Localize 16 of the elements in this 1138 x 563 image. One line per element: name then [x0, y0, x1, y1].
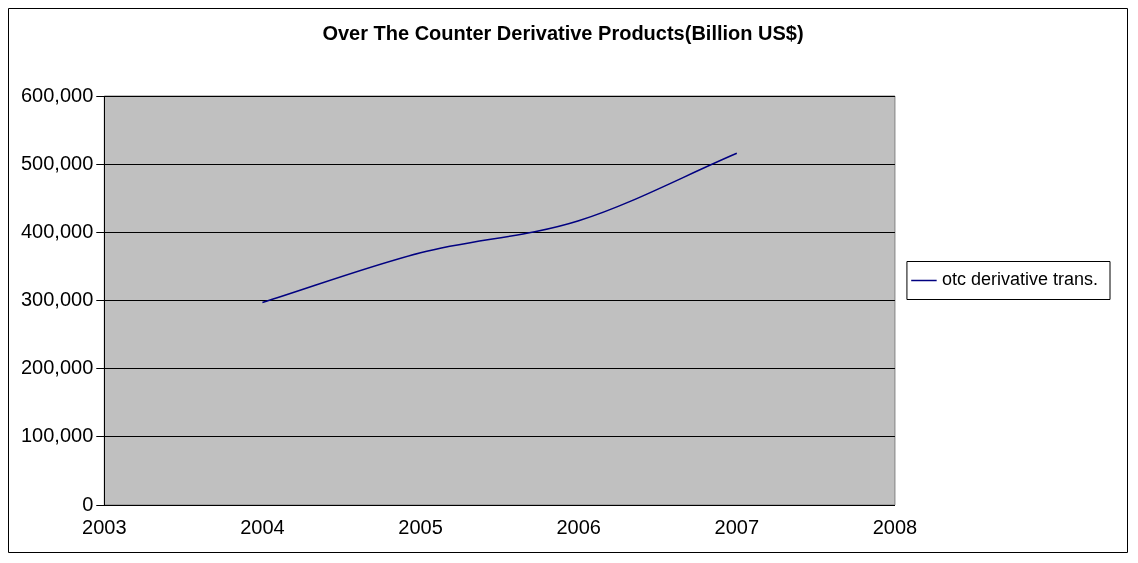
x-tick-label: 2006 — [556, 515, 601, 538]
y-tick-label: 200,000 — [21, 356, 94, 379]
x-tick-label: 2003 — [82, 515, 127, 538]
legend-label: otc derivative trans. — [941, 269, 1099, 290]
y-tick-label: 0 — [82, 492, 94, 515]
x-tick-label: 2008 — [872, 515, 918, 538]
y-tick-label: 100,000 — [21, 424, 94, 447]
x-tick-label: 2005 — [398, 515, 443, 538]
chart-title: Over The Counter Derivative Products(Billion US$) — [322, 21, 804, 44]
y-tick-label: 500,000 — [21, 151, 94, 174]
y-tick-label: 600,000 — [21, 83, 94, 106]
x-tick-label: 2004 — [240, 515, 285, 538]
line-series — [261, 152, 738, 304]
y-tick-label: 300,000 — [21, 288, 94, 311]
y-tick-label: 400,000 — [21, 219, 94, 242]
x-tick-label: 2007 — [714, 515, 760, 538]
